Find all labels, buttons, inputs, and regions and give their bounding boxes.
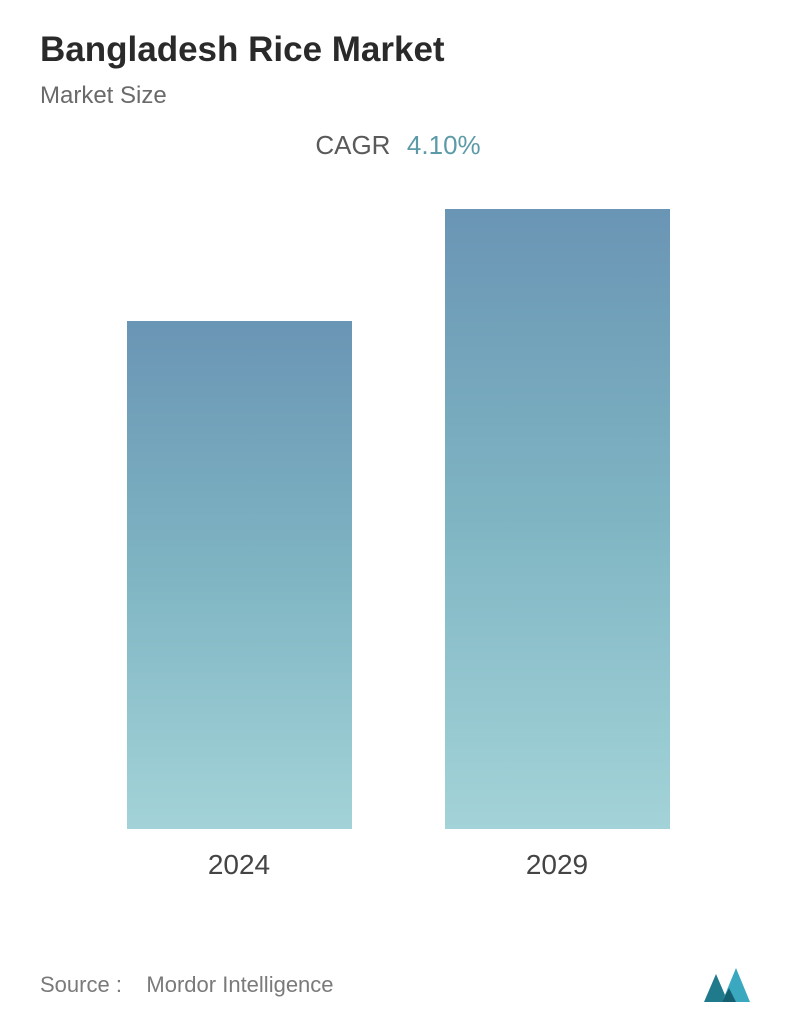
- bar-group-0: 2024: [112, 321, 367, 881]
- brand-logo-icon: [702, 966, 756, 1004]
- bar-group-1: 2029: [430, 209, 685, 881]
- chart-title: Bangladesh Rice Market: [40, 30, 756, 70]
- source-text: Source : Mordor Intelligence: [40, 972, 334, 998]
- chart-area: 2024 2029: [40, 201, 756, 881]
- chart-subtitle: Market Size: [40, 82, 756, 110]
- cagr-label: CAGR: [315, 130, 390, 160]
- cagr-row: CAGR 4.10%: [40, 130, 756, 161]
- bar-label-0: 2024: [208, 849, 270, 881]
- footer: Source : Mordor Intelligence: [40, 966, 756, 1004]
- cagr-value: 4.10%: [407, 130, 481, 160]
- bar-label-1: 2029: [526, 849, 588, 881]
- bar-1: [445, 209, 670, 829]
- source-name: Mordor Intelligence: [146, 972, 333, 997]
- source-label: Source :: [40, 972, 122, 997]
- bar-0: [127, 321, 352, 829]
